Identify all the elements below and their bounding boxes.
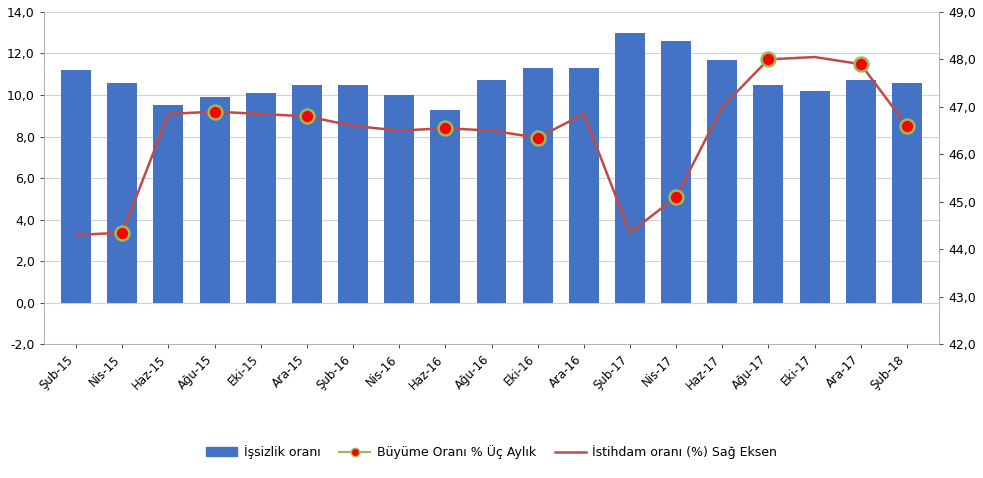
Bar	[246, 93, 276, 303]
Point	[899, 122, 915, 130]
Bar	[707, 60, 737, 303]
Bar	[569, 68, 599, 303]
Point	[668, 193, 684, 201]
Point	[530, 134, 546, 141]
Bar	[477, 80, 506, 303]
Point	[761, 55, 777, 63]
Bar	[662, 41, 691, 303]
Legend: İşsizlik oranı, Büyüme Oranı % Üç Aylık, İstihdam oranı (%) Sağ Eksen: İşsizlik oranı, Büyüme Oranı % Üç Aylık,…	[202, 440, 781, 464]
Bar	[107, 83, 138, 303]
Bar	[338, 85, 368, 303]
Bar	[615, 33, 645, 303]
Bar	[431, 109, 460, 303]
Bar	[292, 85, 321, 303]
Point	[114, 229, 130, 237]
Bar	[200, 97, 230, 303]
Bar	[799, 91, 830, 303]
Point	[853, 60, 869, 68]
Bar	[523, 68, 552, 303]
Bar	[61, 70, 91, 303]
Bar	[892, 83, 922, 303]
Point	[437, 124, 453, 132]
Bar	[153, 105, 184, 303]
Point	[206, 108, 222, 115]
Bar	[384, 95, 414, 303]
Bar	[845, 80, 876, 303]
Bar	[753, 85, 783, 303]
Point	[299, 112, 315, 120]
